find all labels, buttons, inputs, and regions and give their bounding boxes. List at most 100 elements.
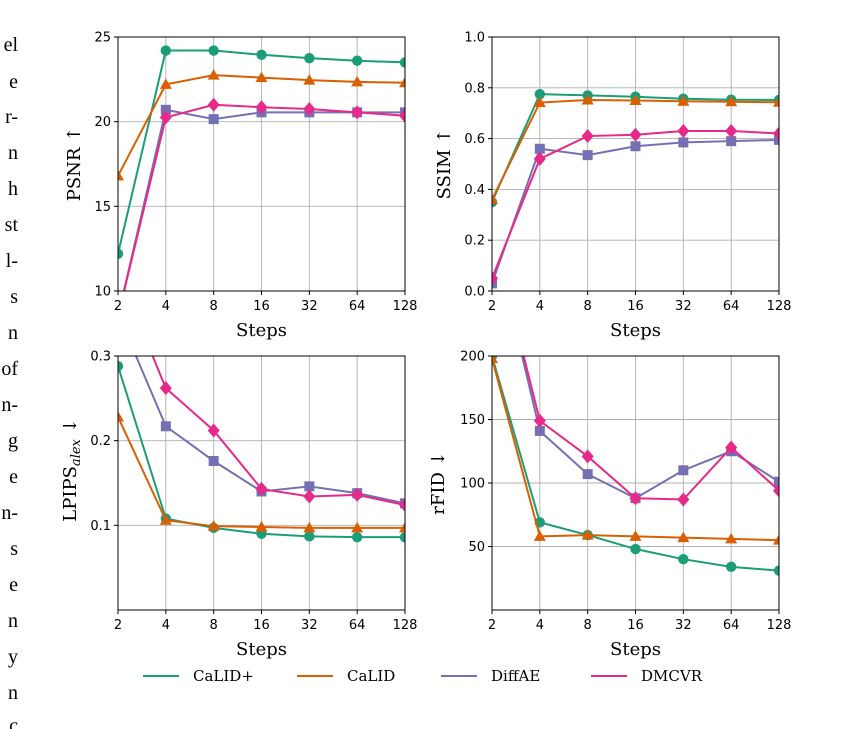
- y-tick-label: 200: [460, 350, 485, 365]
- y-tick-label: 15: [94, 200, 111, 215]
- data-point: [160, 421, 171, 432]
- data-point: [351, 75, 364, 87]
- data-point: [399, 531, 405, 543]
- lpips-chart: 2 4 8 16 32 64 128 0.1 0.2 0.3 Steps LPIPSalex ↓: [60, 350, 417, 661]
- x-axis-label: Steps: [236, 639, 287, 660]
- plot-area: [492, 356, 779, 576]
- y-tick-label: 0.8: [464, 81, 485, 96]
- data-point: [304, 52, 315, 64]
- data-point: [581, 129, 594, 144]
- body-text-fragment: n-: [1, 502, 18, 524]
- x-tick-label: 2: [488, 299, 496, 314]
- x-tick-label: 128: [393, 299, 418, 314]
- x-tick-label: 32: [675, 618, 692, 633]
- data-point: [677, 531, 690, 543]
- data-point: [208, 455, 219, 466]
- x-tick-label: 4: [536, 299, 544, 314]
- data-point: [774, 134, 779, 145]
- x-axis-label: Steps: [610, 320, 661, 341]
- body-text-fragment-column: el e r-n h st l-s n of n-g e n-s e n y n c: [0, 0, 20, 729]
- data-point: [159, 110, 172, 125]
- data-point: [582, 469, 593, 480]
- data-point: [351, 55, 363, 66]
- data-point: [582, 150, 593, 161]
- data-point: [773, 96, 779, 107]
- data-point: [773, 483, 779, 498]
- y-tick-label: 0.0: [464, 285, 485, 300]
- body-text-fragment: n: [8, 322, 18, 344]
- y-axis-label: PSNR ↑: [64, 127, 85, 202]
- data-point: [533, 413, 546, 428]
- data-point: [773, 126, 779, 141]
- data-point: [207, 69, 220, 80]
- x-tick-label: 64: [723, 618, 740, 633]
- data-point: [118, 169, 124, 181]
- ssim-chart: 2 4 8 16 32 64 128 0.0 0.2 0.4 0.6 0.8 1.0 Steps SSIM …: [434, 31, 791, 342]
- body-text-fragment: n: [8, 682, 18, 704]
- data-point: [630, 543, 641, 555]
- data-point: [207, 423, 220, 438]
- data-point: [630, 141, 641, 152]
- data-point: [726, 136, 737, 147]
- legend-label: CaLID+: [193, 667, 254, 685]
- x-axis-label: Steps: [236, 320, 287, 341]
- body-text-fragment: st: [4, 214, 18, 236]
- x-tick-label: 16: [253, 618, 270, 633]
- legend-label: DiffAE: [491, 667, 540, 685]
- x-tick-label: 8: [584, 618, 592, 633]
- y-tick-label: 0.3: [90, 350, 111, 365]
- x-tick-label: 2: [114, 299, 122, 314]
- x-tick-label: 128: [767, 299, 792, 314]
- psnr-chart: 2 4 8 16 32 64 128 10 15 20 25 Steps PSNR ↑: [64, 31, 417, 342]
- data-point: [725, 532, 738, 544]
- data-point: [534, 143, 545, 154]
- x-tick-label: 4: [162, 618, 170, 633]
- data-point: [629, 127, 642, 142]
- y-tick-label: 0.4: [464, 183, 485, 198]
- y-tick-label: 150: [460, 413, 485, 428]
- x-tick-label: 64: [349, 618, 366, 633]
- data-point: [678, 137, 689, 148]
- data-point: [159, 514, 172, 525]
- y-tick-label: 0.6: [464, 132, 485, 147]
- body-text-fragment: g: [8, 430, 18, 452]
- data-point: [351, 521, 364, 533]
- data-point: [351, 487, 364, 502]
- y-tick-label: 100: [460, 477, 485, 492]
- body-text-fragment: e: [9, 466, 18, 488]
- data-point: [255, 100, 268, 115]
- legend-label: DMCVR: [641, 667, 703, 685]
- x-tick-label: 32: [301, 618, 318, 633]
- x-tick-label: 64: [723, 299, 740, 314]
- data-point: [677, 123, 690, 138]
- plot-area: [118, 45, 405, 291]
- data-point: [303, 489, 316, 504]
- data-point: [399, 108, 405, 123]
- y-tick-label: 20: [94, 115, 111, 130]
- y-axis-label: LPIPSalex ↓: [60, 418, 84, 521]
- data-point: [581, 93, 594, 105]
- data-point: [118, 248, 124, 259]
- data-point: [725, 561, 737, 573]
- data-point: [581, 529, 594, 540]
- body-text-fragment: r-: [5, 106, 18, 128]
- data-point: [492, 356, 498, 364]
- legend: CaLID+ CaLID DiffAE DMCVR: [143, 667, 703, 685]
- plot-area: [118, 356, 405, 543]
- data-point: [774, 476, 779, 487]
- data-point: [303, 74, 316, 85]
- data-point: [351, 531, 363, 543]
- body-text-fragment: y: [8, 646, 18, 668]
- data-point: [207, 97, 220, 112]
- x-tick-label: 8: [210, 618, 218, 633]
- y-axis-label: rFID ↓: [428, 451, 449, 514]
- x-tick-label: 4: [162, 299, 170, 314]
- data-point: [207, 520, 220, 531]
- data-point: [399, 76, 405, 88]
- x-tick-label: 16: [627, 618, 644, 633]
- data-point: [725, 95, 738, 107]
- grid: [491, 355, 780, 610]
- body-text-fragment: e: [9, 574, 18, 596]
- plot-area: [492, 88, 779, 289]
